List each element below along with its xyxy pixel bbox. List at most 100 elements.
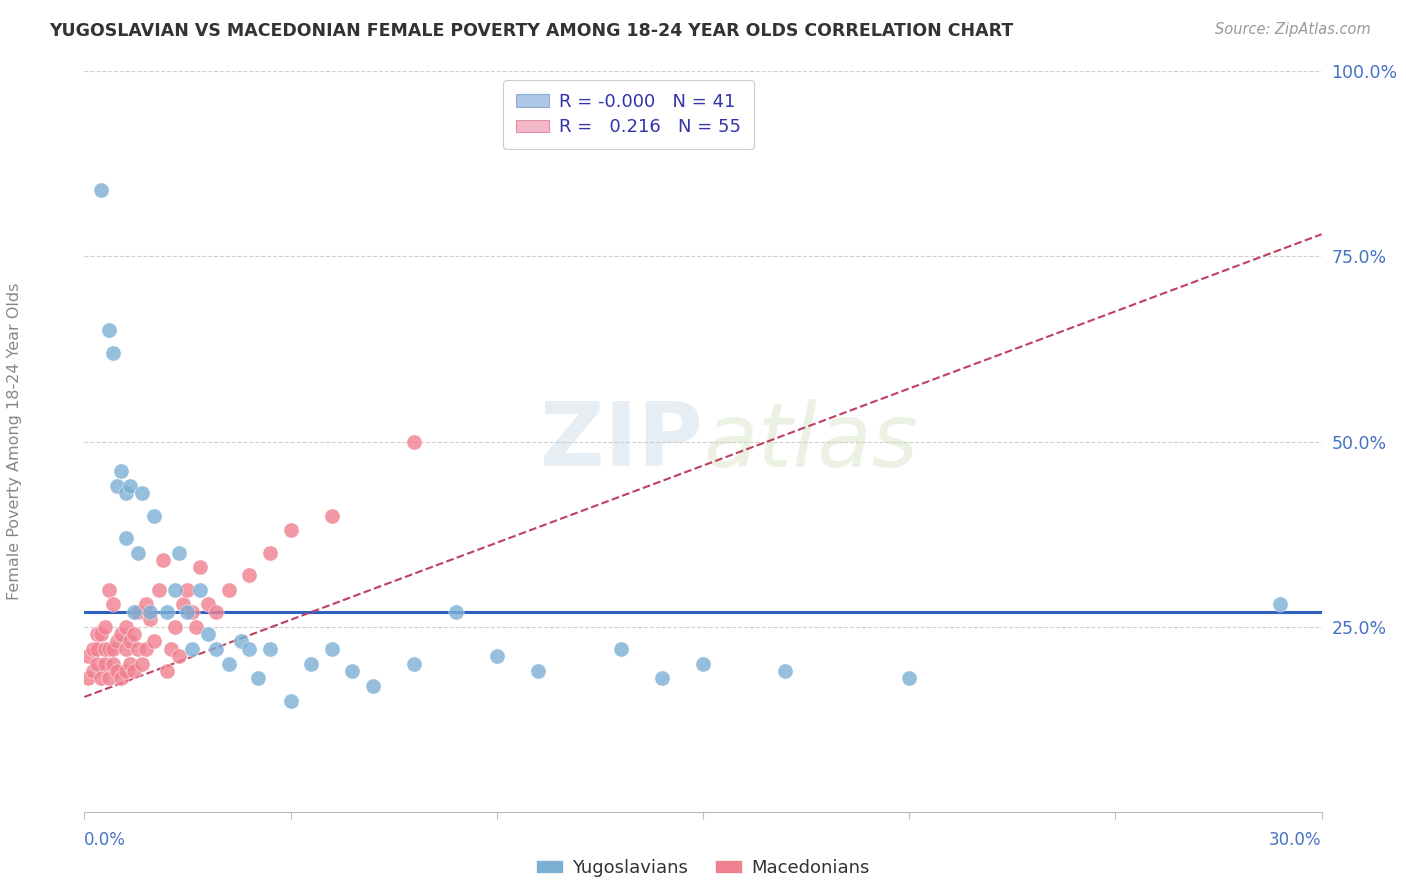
- Point: [321, 641, 343, 656]
- Point: [77, 649, 100, 664]
- Point: [205, 605, 228, 619]
- Point: [246, 672, 269, 686]
- Point: [94, 641, 117, 656]
- Text: 0.0%: 0.0%: [84, 831, 127, 849]
- Point: [103, 598, 125, 612]
- Point: [167, 546, 190, 560]
- Point: [188, 582, 211, 597]
- Point: [280, 524, 302, 538]
- Point: [98, 641, 121, 656]
- Point: [110, 627, 132, 641]
- Point: [114, 664, 136, 678]
- Point: [127, 641, 149, 656]
- Point: [110, 672, 132, 686]
- Point: [98, 672, 121, 686]
- Point: [152, 553, 174, 567]
- Point: [139, 612, 162, 626]
- Point: [197, 598, 219, 612]
- Point: [280, 694, 302, 708]
- Point: [342, 664, 364, 678]
- Point: [167, 649, 190, 664]
- Point: [114, 641, 136, 656]
- Point: [299, 657, 322, 671]
- Point: [205, 641, 228, 656]
- Point: [105, 664, 128, 678]
- Point: [114, 531, 136, 545]
- Point: [404, 657, 426, 671]
- Point: [898, 672, 921, 686]
- Point: [404, 434, 426, 449]
- Point: [184, 619, 207, 633]
- Point: [259, 546, 281, 560]
- Point: [321, 508, 343, 523]
- Point: [135, 641, 157, 656]
- Point: [143, 634, 166, 648]
- Point: [86, 657, 108, 671]
- Point: [156, 605, 179, 619]
- Point: [160, 641, 183, 656]
- Point: [114, 486, 136, 500]
- Point: [165, 582, 187, 597]
- Text: atlas: atlas: [703, 399, 918, 484]
- Text: 30.0%: 30.0%: [1270, 831, 1322, 849]
- Point: [103, 641, 125, 656]
- Point: [127, 605, 149, 619]
- Point: [609, 641, 631, 656]
- Point: [176, 605, 198, 619]
- Point: [98, 582, 121, 597]
- Point: [139, 605, 162, 619]
- Point: [90, 183, 112, 197]
- Point: [90, 672, 112, 686]
- Point: [94, 619, 117, 633]
- Point: [77, 672, 100, 686]
- Point: [82, 641, 104, 656]
- Point: [114, 619, 136, 633]
- Y-axis label: Female Poverty Among 18-24 Year Olds: Female Poverty Among 18-24 Year Olds: [7, 283, 22, 600]
- Point: [180, 605, 202, 619]
- Point: [148, 582, 170, 597]
- Legend: Yugoslavians, Macedonians: Yugoslavians, Macedonians: [529, 852, 877, 884]
- Point: [82, 664, 104, 678]
- Point: [103, 345, 125, 359]
- Point: [103, 657, 125, 671]
- Point: [238, 641, 260, 656]
- Point: [485, 649, 508, 664]
- Point: [156, 664, 179, 678]
- Point: [180, 641, 202, 656]
- Point: [118, 479, 141, 493]
- Text: Source: ZipAtlas.com: Source: ZipAtlas.com: [1215, 22, 1371, 37]
- Point: [444, 605, 467, 619]
- Point: [1270, 598, 1292, 612]
- Point: [238, 567, 260, 582]
- Point: [176, 582, 198, 597]
- Point: [651, 672, 673, 686]
- Text: ZIP: ZIP: [540, 398, 703, 485]
- Point: [122, 627, 145, 641]
- Point: [127, 546, 149, 560]
- Point: [165, 619, 187, 633]
- Point: [197, 627, 219, 641]
- Point: [259, 641, 281, 656]
- Point: [131, 486, 153, 500]
- Point: [172, 598, 194, 612]
- Point: [131, 657, 153, 671]
- Point: [188, 560, 211, 574]
- Point: [135, 598, 157, 612]
- Point: [122, 605, 145, 619]
- Point: [143, 508, 166, 523]
- Point: [105, 479, 128, 493]
- Point: [90, 627, 112, 641]
- Point: [118, 634, 141, 648]
- Point: [110, 464, 132, 478]
- Point: [218, 657, 240, 671]
- Point: [98, 324, 121, 338]
- Point: [775, 664, 797, 678]
- Point: [692, 657, 714, 671]
- Point: [229, 634, 252, 648]
- Point: [122, 664, 145, 678]
- Point: [86, 641, 108, 656]
- Point: [527, 664, 550, 678]
- Point: [118, 657, 141, 671]
- Point: [94, 657, 117, 671]
- Text: YUGOSLAVIAN VS MACEDONIAN FEMALE POVERTY AMONG 18-24 YEAR OLDS CORRELATION CHART: YUGOSLAVIAN VS MACEDONIAN FEMALE POVERTY…: [49, 22, 1014, 40]
